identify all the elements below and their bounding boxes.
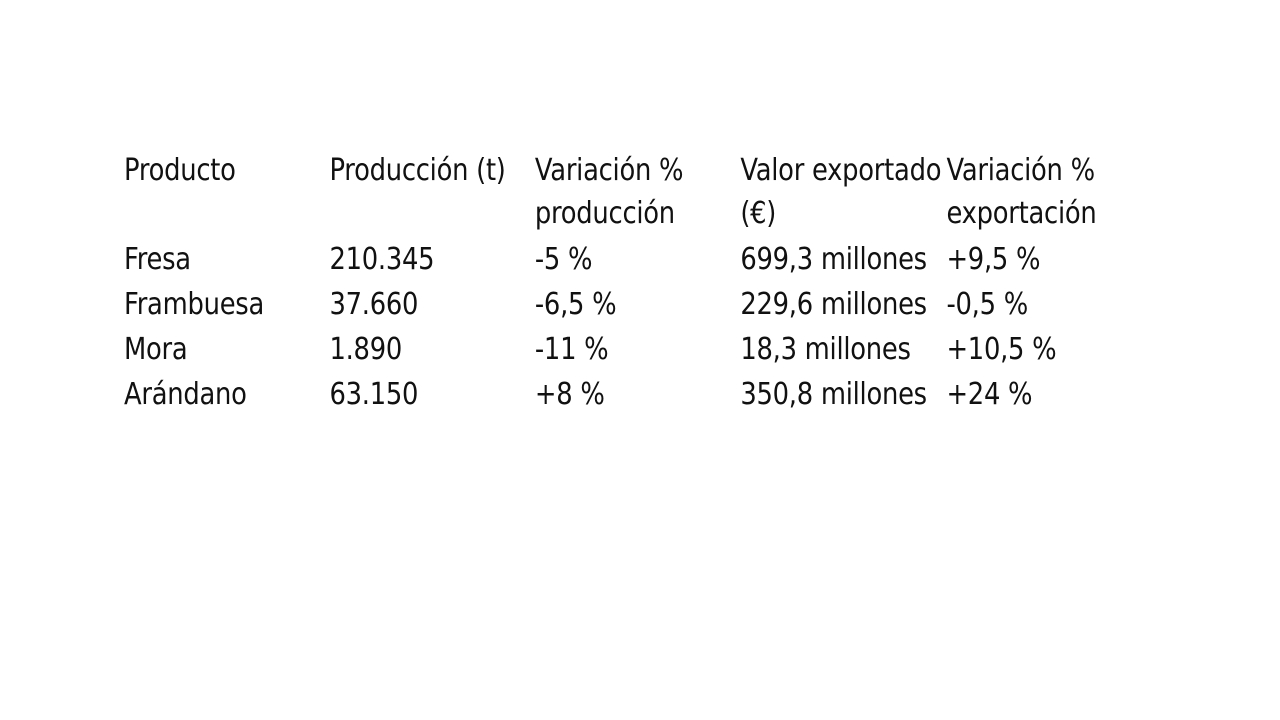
cell-variacion-produccion: +8 % [534,377,605,412]
cell-variacion-exportacion: +10,5 % [946,332,1057,367]
cell-producto: Arándano [124,377,247,412]
cell-produccion: 37.660 [329,287,419,322]
cell-producto: Frambuesa [124,287,265,322]
table-row: Arándano 63.150 +8 % 350,8 millones +24 … [124,372,1118,417]
header-produccion: Producción (t) [329,153,506,188]
cell-producto: Mora [124,332,188,367]
cell-valor-exportado: 350,8 millones [740,377,927,412]
cell-producto: Fresa [124,242,191,277]
table-row: Fresa 210.345 -5 % 699,3 millones +9,5 % [124,237,1118,282]
cell-valor-exportado: 699,3 millones [740,242,927,277]
cell-valor-exportado: 229,6 millones [740,287,927,322]
cell-variacion-exportacion: -0,5 % [946,287,1028,322]
cell-produccion: 210.345 [329,242,435,277]
header-row: Producto Producción (t) Variación % prod… [124,149,1118,237]
berries-table-container: Producto Producción (t) Variación % prod… [124,149,1280,417]
cell-variacion-produccion: -11 % [534,332,609,367]
header-producto: Producto [124,153,236,188]
header-variacion-produccion: Variación % producción [534,153,684,231]
table-row: Mora 1.890 -11 % 18,3 millones +10,5 % [124,327,1118,372]
table-body: Fresa 210.345 -5 % 699,3 millones +9,5 %… [124,237,1118,417]
cell-variacion-exportacion: +24 % [946,377,1033,412]
berries-table: Producto Producción (t) Variación % prod… [124,149,1118,417]
cell-valor-exportado: 18,3 millones [740,332,911,367]
cell-variacion-produccion: -6,5 % [534,287,617,322]
cell-variacion-produccion: -5 % [534,242,593,277]
cell-produccion: 63.150 [329,377,419,412]
cell-variacion-exportacion: +9,5 % [946,242,1041,277]
header-variacion-exportacion: Variación % exportación [946,153,1097,231]
table-header: Producto Producción (t) Variación % prod… [124,149,1118,237]
table-row: Frambuesa 37.660 -6,5 % 229,6 millones -… [124,282,1118,327]
header-valor-exportado: Valor exportado (€) [740,153,942,231]
cell-produccion: 1.890 [329,332,403,367]
